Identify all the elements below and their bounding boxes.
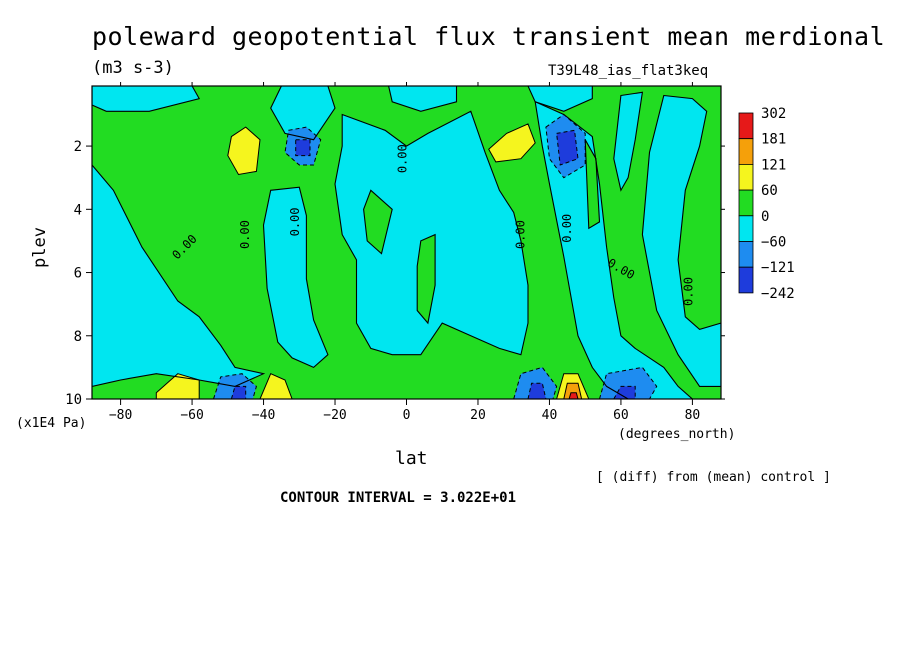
y-tick-label: 2 [74,139,82,155]
negative-region [528,86,593,112]
colorbar-label: −60 [761,235,786,251]
contour-label: 0.00 [288,207,302,236]
min-region [528,383,546,399]
contour-label: 0.00 [238,220,252,249]
colorbar-swatch [738,189,754,217]
y-tick-label: 8 [74,329,82,345]
contour-label: 0.00 [395,144,409,173]
x-tick-label: 20 [470,408,486,423]
colorbar-label: −242 [761,286,795,302]
level-contour [598,366,658,399]
zero-contour [270,86,336,141]
negative-region [388,86,457,112]
zero-contour [613,91,644,192]
y-tick-label: 4 [74,202,82,218]
zero-contour [262,186,329,369]
level-contour [155,373,200,399]
colorbar-label: 302 [761,106,786,122]
min-region [231,386,246,399]
positive-island [417,234,436,324]
colorbar-swatch [738,266,754,294]
min-region [556,130,578,165]
negative-region [335,111,528,355]
y-axis: 2 4 6 8 10 [65,139,725,408]
colorbar-label: 60 [761,183,778,199]
level-contour [513,366,558,399]
x-tick-label: −80 [109,408,132,423]
contour-label: 0.00 [560,214,574,243]
contour-interval: CONTOUR INTERVAL = 3.022E+01 [280,490,517,506]
zero-contour [416,233,436,325]
x-axis: −80 −60 −40 −20 0 20 40 60 80 [109,82,700,423]
chart-title: poleward geopotential flux transient mea… [92,22,886,51]
negative-region [613,92,643,191]
zero-contour [92,164,266,387]
level-contour [230,385,247,399]
colorbar-label: −121 [761,260,795,276]
colorbar-swatch [738,112,754,140]
level-contour [563,382,583,399]
max-region [488,123,536,162]
colorbar-swatch [738,241,754,268]
y-tick-label: 6 [74,266,82,282]
negative-region [270,86,335,140]
experiment-name: T39L48_ias_flat3keq [548,63,709,79]
y-tick-label: 10 [65,392,82,408]
contour-lines [92,86,721,399]
level-contour [613,385,636,399]
level-contour [259,373,293,399]
level-contour [227,126,261,176]
max-region [569,392,578,399]
min-region [295,139,310,156]
x-tick-label: 80 [685,408,701,423]
chart-units: (m3 s-3) [92,58,174,78]
colorbar-swatch [738,138,754,165]
colorbar-label: 0 [761,209,769,225]
max-region [227,127,260,175]
level-contour [295,139,311,157]
level-contour [568,392,579,399]
zero-contour [641,94,721,387]
zero-contour [92,86,201,112]
y-axis-unit: (x1E4 Pa) [16,416,87,431]
negative-region [263,187,328,368]
negative-region [642,95,721,387]
colorbar: 302 181 121 60 0 −60 −121 −242 [738,106,795,302]
x-axis-unit: (degrees_north) [618,427,736,442]
colorbar-swatch [738,163,754,191]
x-axis-label: lat [395,448,428,469]
colorbar-label: 181 [761,132,786,148]
zero-contour [584,139,601,230]
zero-contour [363,189,393,255]
x-tick-label: 60 [613,408,629,423]
max-region [156,373,200,399]
zero-contour [534,100,694,399]
level-contour [284,126,322,166]
negative-region [92,165,264,387]
colorbar-swatch [738,215,754,242]
x-tick-label: 0 [403,408,411,423]
colorbar-label: 121 [761,157,786,173]
level-contour [527,382,547,399]
zero-contour [527,86,593,112]
x-tick-label: −20 [323,408,346,423]
x-tick-label: −40 [252,408,275,423]
level-contour [488,123,536,163]
level-contour [545,113,586,179]
contour-label: 0.00 [513,220,527,249]
y-axis-label: plev [30,227,50,268]
x-tick-label: 40 [542,408,558,423]
contour-label: 0.00 [681,277,695,306]
difference-note: [ (diff) from (mean) control ] [596,470,831,485]
x-tick-label: −60 [180,408,203,423]
zero-contour [334,110,529,356]
level-contour [556,373,590,399]
zero-contour [388,86,458,112]
negative-region [535,101,693,399]
